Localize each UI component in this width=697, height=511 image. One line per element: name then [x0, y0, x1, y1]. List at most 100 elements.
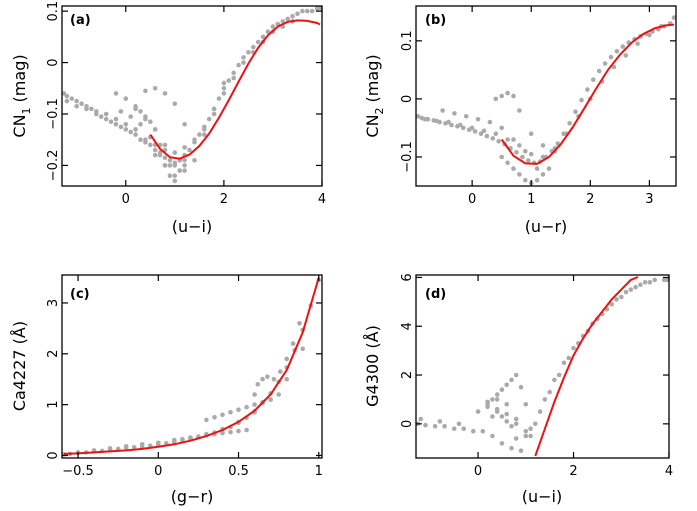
scatter-point: [620, 44, 626, 49]
scatter-point: [167, 158, 173, 163]
scatter-point: [499, 93, 505, 99]
scatter-point: [499, 154, 505, 160]
scatter-point: [642, 280, 648, 285]
scatter-point: [162, 155, 168, 160]
scatter-point: [547, 389, 552, 395]
scatter-point: [628, 287, 634, 292]
scatter-point: [157, 150, 163, 155]
y-tick-label: 0: [46, 451, 61, 459]
scatter-point: [518, 384, 524, 390]
scatter-point: [162, 142, 168, 148]
scatter-point: [638, 282, 643, 288]
scatter-point: [461, 125, 466, 131]
scatter-point: [118, 109, 124, 114]
y-tick-label: 6: [400, 273, 415, 281]
scatter-point: [152, 147, 158, 153]
scatter-point: [458, 122, 463, 128]
y-tick-label: 2: [46, 350, 61, 358]
scatter-point: [490, 136, 496, 141]
scatter-point: [499, 414, 505, 419]
scatter-point: [167, 173, 173, 178]
scatter-point: [278, 369, 283, 374]
scatter-point: [596, 68, 602, 74]
x-tick-label: 0: [154, 464, 162, 479]
scatter-point: [472, 129, 478, 134]
scatter-point: [295, 11, 300, 16]
scatter-point: [518, 448, 524, 454]
scatter-point: [98, 114, 104, 119]
scatter-point: [493, 96, 499, 102]
scatter-point: [271, 376, 277, 382]
y-axis-label: Ca4227 (Å): [10, 321, 29, 411]
scatter-point: [481, 128, 487, 134]
scatter-point: [504, 402, 510, 407]
scatter-point: [94, 109, 99, 114]
scatter-point: [504, 382, 510, 388]
scatter-point: [496, 139, 502, 144]
y-axis-label-main: CN: [363, 114, 382, 137]
scatter-point: [187, 147, 192, 153]
y-axis-label: G4300 (Å): [363, 325, 382, 407]
scatter-point: [244, 427, 249, 433]
scatter-point: [133, 132, 138, 137]
scatter-point: [162, 91, 168, 96]
scatter-point: [182, 168, 187, 173]
scatter-point: [440, 108, 445, 113]
scatter-points: [415, 277, 670, 454]
scatter-point: [490, 433, 495, 439]
scatter-point: [451, 426, 457, 432]
scatter-point: [514, 150, 519, 155]
scatter-point: [490, 397, 495, 402]
scatter-point: [228, 410, 233, 415]
scatter-point: [647, 280, 653, 285]
scatter-point: [608, 54, 614, 60]
scatter-point: [64, 93, 70, 99]
scatter-point: [461, 426, 467, 432]
scatter-point: [152, 86, 158, 91]
scatter-point: [475, 116, 481, 122]
scatter-point: [241, 55, 246, 60]
scatter-point: [300, 8, 305, 14]
scatter-point: [567, 121, 572, 126]
scatter-point: [485, 404, 490, 410]
scatter-point: [452, 111, 457, 116]
scatter-point: [540, 154, 546, 160]
scatter-point: [528, 131, 534, 136]
x-tick-label: 0: [474, 464, 482, 479]
scatter-point: [182, 163, 187, 168]
scatter-point: [546, 166, 552, 171]
y-tick-label: −0.2: [46, 150, 61, 182]
scatter-point: [517, 172, 522, 177]
scatter-point: [244, 404, 249, 410]
axis-ticks: 0 1 2 3 −0.1 0 0.1: [400, 6, 676, 207]
scatter-point: [192, 137, 197, 142]
y-axis-label-unit: (mag): [10, 54, 29, 102]
y-tick-label: 1: [46, 400, 61, 408]
scatter-point: [84, 106, 89, 112]
scatter-point: [513, 416, 519, 422]
scatter-point: [221, 86, 227, 91]
scatter-points: [61, 5, 323, 184]
scatter-point: [138, 137, 143, 142]
scatter-point: [602, 61, 608, 66]
scatter-point: [212, 415, 217, 420]
scatter-point: [526, 158, 531, 163]
scatter-point: [609, 302, 614, 307]
scatter-point: [172, 437, 177, 443]
scatter-point: [103, 116, 109, 122]
panel-label: (d): [425, 287, 446, 302]
plot-frame: [61, 274, 323, 459]
scatter-point: [623, 289, 629, 295]
x-tick-label: 4: [318, 192, 326, 207]
scatter-point: [499, 125, 505, 131]
scatter-point: [540, 172, 546, 177]
scatter-point: [415, 114, 421, 119]
scatter-point: [517, 143, 522, 148]
scatter-point: [113, 122, 119, 127]
scatter-point: [485, 399, 490, 405]
plot-frame: [61, 5, 323, 187]
axis-ticks: 0 2 4 0 2 4 6: [400, 273, 673, 479]
y-axis-label: CN2 (mag): [363, 54, 386, 137]
scatter-point: [478, 131, 484, 136]
